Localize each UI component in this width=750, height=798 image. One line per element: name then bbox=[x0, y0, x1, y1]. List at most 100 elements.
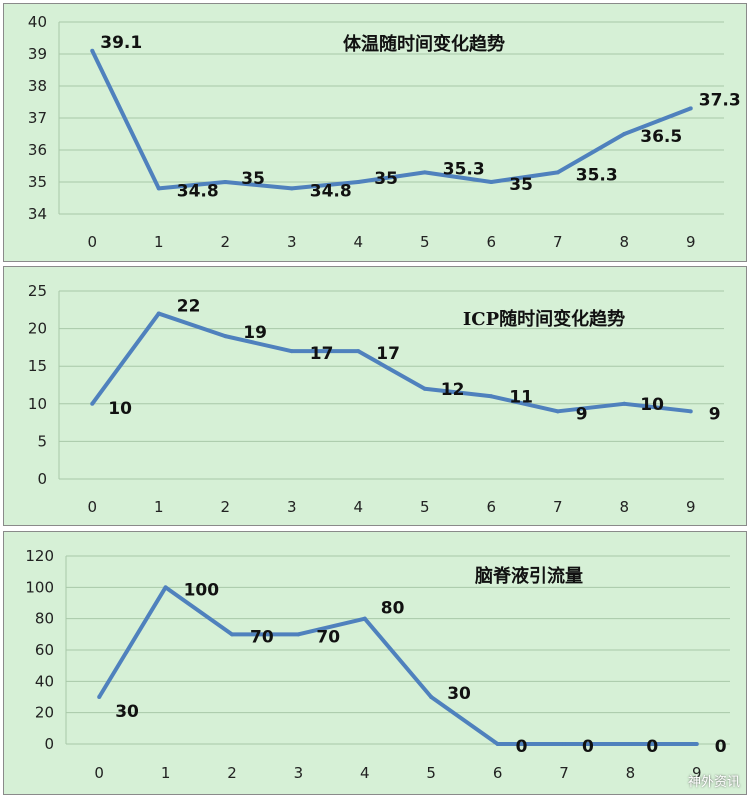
y-tick-label: 5 bbox=[37, 432, 47, 450]
data-label: 10 bbox=[640, 395, 664, 415]
x-tick-label: 5 bbox=[420, 498, 430, 516]
data-label: 11 bbox=[509, 387, 533, 407]
x-tick-label: 3 bbox=[294, 764, 304, 782]
y-tick-label: 25 bbox=[28, 282, 47, 300]
data-point bbox=[489, 394, 494, 399]
data-point bbox=[223, 180, 228, 184]
data-label: 39.1 bbox=[100, 33, 142, 53]
data-label: 19 bbox=[243, 323, 267, 343]
x-tick-label: 7 bbox=[553, 233, 563, 251]
x-tick-label: 3 bbox=[287, 498, 297, 516]
y-tick-label: 0 bbox=[44, 735, 54, 753]
data-point bbox=[562, 742, 566, 746]
csf-drainage-chart-panel: 0 20 40 60 80 100 120 0 1 2 3 4 5 6 7 8 9 30 100 70 70 80 30 0 0… bbox=[3, 531, 747, 795]
data-point bbox=[230, 632, 234, 637]
x-tick-label: 3 bbox=[287, 233, 297, 251]
x-tick-label: 1 bbox=[154, 498, 164, 516]
data-point bbox=[628, 742, 633, 746]
chart-title: ICP随时间变化趋势 bbox=[463, 308, 625, 330]
data-label: 35 bbox=[509, 175, 533, 195]
data-point bbox=[429, 695, 434, 699]
data-point bbox=[356, 349, 361, 354]
data-label: 12 bbox=[441, 380, 465, 400]
data-point bbox=[289, 349, 294, 354]
data-label: 9 bbox=[709, 404, 721, 424]
x-tick-label: 4 bbox=[353, 233, 363, 251]
x-tick-label: 6 bbox=[486, 233, 496, 251]
y-tick-label: 20 bbox=[28, 320, 47, 338]
x-tick-label: 0 bbox=[87, 498, 97, 516]
x-tick-label: 9 bbox=[692, 764, 702, 782]
data-label: 30 bbox=[115, 702, 139, 722]
data-point bbox=[422, 386, 427, 391]
data-point bbox=[489, 180, 494, 184]
data-point bbox=[97, 695, 102, 699]
x-tick-label: 4 bbox=[353, 498, 363, 516]
data-label: 9 bbox=[576, 404, 588, 424]
x-tick-label: 9 bbox=[686, 498, 696, 516]
temperature-chart-panel: 34 35 36 37 38 39 40 0 1 2 3 4 5 6 7 8 9 39.1 34.8 35 34.8 35… bbox=[3, 3, 747, 262]
x-tick-label: 2 bbox=[227, 764, 237, 782]
x-tick-label: 1 bbox=[161, 764, 171, 782]
y-tick-label: 36 bbox=[28, 141, 47, 159]
data-label: 35.3 bbox=[443, 159, 485, 179]
data-label: 80 bbox=[381, 599, 405, 619]
data-label: 22 bbox=[177, 297, 201, 317]
series-line bbox=[90, 49, 692, 191]
x-tick-label: 4 bbox=[360, 764, 370, 782]
x-tick-label: 6 bbox=[486, 498, 496, 516]
data-label: 70 bbox=[316, 627, 340, 647]
x-tick-label: 6 bbox=[493, 764, 503, 782]
x-tick-label: 7 bbox=[559, 764, 569, 782]
series-line bbox=[97, 585, 697, 746]
data-label: 34.8 bbox=[310, 181, 352, 201]
data-label: 35.3 bbox=[576, 165, 618, 185]
x-tick-label: 2 bbox=[220, 233, 230, 251]
y-tick-label: 20 bbox=[35, 704, 54, 722]
data-label: 0 bbox=[582, 737, 594, 757]
data-point bbox=[163, 585, 168, 590]
series-line bbox=[90, 311, 691, 414]
data-label: 0 bbox=[516, 737, 528, 757]
y-tick-label: 10 bbox=[28, 395, 47, 413]
x-tick-label: 0 bbox=[87, 233, 97, 251]
icp-chart-panel: 0 5 10 15 20 25 0 1 2 3 4 5 6 7 8 9 10 22 19 17 17 12 11 9 10 9 IC… bbox=[3, 266, 747, 526]
data-label: 17 bbox=[310, 344, 334, 364]
data-point bbox=[622, 401, 627, 406]
data-label: 36.5 bbox=[640, 127, 682, 147]
data-label: 17 bbox=[376, 344, 400, 364]
x-tick-label: 9 bbox=[686, 233, 696, 251]
data-point bbox=[422, 170, 427, 175]
data-point bbox=[223, 334, 228, 339]
x-tick-label: 5 bbox=[426, 764, 436, 782]
data-point bbox=[156, 311, 161, 316]
data-point bbox=[688, 409, 693, 414]
y-tick-label: 15 bbox=[28, 357, 47, 375]
y-tick-label: 35 bbox=[28, 173, 47, 191]
data-label: 35 bbox=[374, 169, 398, 189]
x-tick-label: 5 bbox=[420, 233, 430, 251]
y-tick-label: 40 bbox=[28, 13, 47, 31]
y-tick-label: 0 bbox=[37, 470, 47, 488]
y-tick-label: 60 bbox=[35, 641, 54, 659]
data-point bbox=[694, 742, 699, 746]
data-label: 0 bbox=[715, 737, 727, 757]
csf-drainage-chart: 0 20 40 60 80 100 120 0 1 2 3 4 5 6 7 8 9 30 100 70 70 80 30 0 0… bbox=[25, 547, 730, 782]
data-point bbox=[289, 186, 294, 191]
y-tick-label: 40 bbox=[35, 672, 54, 690]
data-point bbox=[495, 742, 500, 746]
data-label: 10 bbox=[108, 399, 132, 419]
data-point bbox=[296, 632, 301, 637]
x-tick-label: 8 bbox=[626, 764, 636, 782]
chart-title: 体温随时间变化趋势 bbox=[343, 33, 505, 55]
y-tick-label: 37 bbox=[28, 109, 47, 127]
data-point bbox=[555, 409, 560, 414]
data-label: 70 bbox=[250, 627, 274, 647]
x-tick-label: 8 bbox=[619, 233, 629, 251]
y-tick-label: 80 bbox=[35, 610, 54, 628]
data-label: 30 bbox=[447, 684, 471, 704]
data-label: 0 bbox=[646, 737, 658, 757]
data-label: 35 bbox=[241, 169, 265, 189]
x-tick-label: 7 bbox=[553, 498, 563, 516]
